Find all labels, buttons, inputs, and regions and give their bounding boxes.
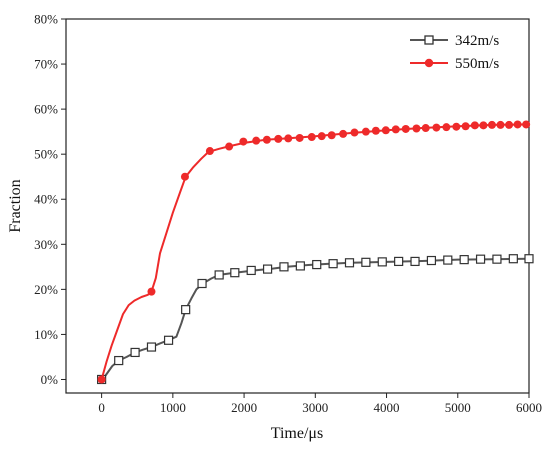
data-point	[295, 261, 305, 271]
data-point	[230, 268, 240, 278]
data-point	[205, 147, 214, 156]
data-point	[284, 134, 293, 143]
data-point	[421, 124, 430, 133]
data-point	[371, 126, 380, 135]
data-point	[443, 255, 453, 265]
data-point	[496, 120, 505, 129]
data-point	[394, 256, 404, 267]
x-tick-label: 0	[98, 400, 105, 415]
data-point	[180, 172, 189, 181]
data-point	[146, 342, 157, 352]
data-point	[350, 128, 359, 137]
data-point	[492, 254, 502, 264]
x-tick-label: 1000	[160, 400, 186, 415]
x-tick-label: 3000	[302, 400, 328, 415]
data-point	[487, 120, 496, 129]
data-point	[214, 270, 224, 280]
data-point	[163, 335, 174, 345]
data-point	[426, 255, 437, 266]
data-point	[505, 120, 514, 129]
data-point	[522, 120, 531, 129]
y-tick-label: 20%	[34, 282, 58, 297]
data-point	[114, 355, 124, 366]
data-point	[361, 257, 371, 267]
data-point	[432, 123, 441, 132]
data-point	[181, 305, 191, 315]
data-point	[442, 123, 451, 132]
data-point	[391, 125, 400, 134]
data-point	[252, 136, 261, 145]
y-tick-label: 80%	[34, 12, 58, 27]
data-point	[274, 134, 283, 143]
legend-label-550: 550m/s	[455, 56, 499, 72]
data-point	[225, 142, 234, 151]
y-tick-label: 30%	[34, 237, 58, 252]
data-point	[452, 122, 461, 131]
y-tick-label: 40%	[34, 192, 58, 207]
data-point	[344, 258, 355, 268]
x-tick-label: 2000	[231, 400, 257, 415]
data-point	[262, 135, 271, 144]
data-point	[339, 129, 348, 138]
y-tick-label: 50%	[34, 147, 58, 162]
y-tick-label: 0%	[41, 372, 59, 387]
data-point	[508, 254, 518, 264]
data-point	[377, 257, 387, 267]
y-tick-label: 70%	[34, 57, 58, 72]
data-point	[412, 124, 421, 133]
data-point	[97, 375, 106, 384]
data-point	[279, 262, 289, 272]
y-axis: 0% 10% 20% 30% 40% 50% 60% 70% 80%	[34, 12, 66, 387]
data-point	[401, 124, 410, 133]
plot-area-frame	[65, 18, 530, 394]
data-point	[470, 121, 479, 130]
data-point	[239, 137, 248, 146]
x-tick-label: 4000	[374, 400, 400, 415]
series-line-0	[100, 257, 530, 381]
x-axis-title: Time/μs	[271, 425, 323, 442]
data-point	[295, 133, 304, 142]
series-layer	[97, 120, 534, 385]
data-point	[197, 278, 207, 289]
data-point	[361, 127, 370, 136]
data-point	[381, 126, 390, 135]
x-axis: 0 1000 2000 3000 4000 5000 6000	[98, 393, 542, 415]
data-point	[475, 254, 486, 264]
legend-label-342: 342m/s	[455, 33, 499, 49]
y-axis-title: Fraction	[7, 179, 24, 232]
data-point	[262, 264, 273, 274]
data-point	[524, 254, 534, 264]
data-point	[312, 259, 322, 270]
legend-marker-550	[424, 58, 434, 68]
data-point	[246, 265, 256, 276]
data-point	[479, 121, 488, 130]
data-point	[461, 122, 470, 131]
x-tick-label: 5000	[445, 400, 471, 415]
data-point	[307, 133, 316, 142]
y-tick-label: 10%	[34, 327, 58, 342]
data-point	[459, 255, 469, 265]
legend-marker-342	[424, 35, 434, 45]
data-point	[327, 131, 336, 140]
y-tick-label: 60%	[34, 102, 58, 117]
data-point	[130, 347, 140, 358]
data-point	[317, 132, 326, 141]
data-point	[147, 287, 156, 296]
legend: 342m/s 550m/s	[410, 33, 499, 72]
data-point	[513, 120, 522, 129]
data-point	[410, 256, 420, 267]
data-point	[328, 259, 338, 269]
x-tick-label: 6000	[516, 400, 542, 415]
